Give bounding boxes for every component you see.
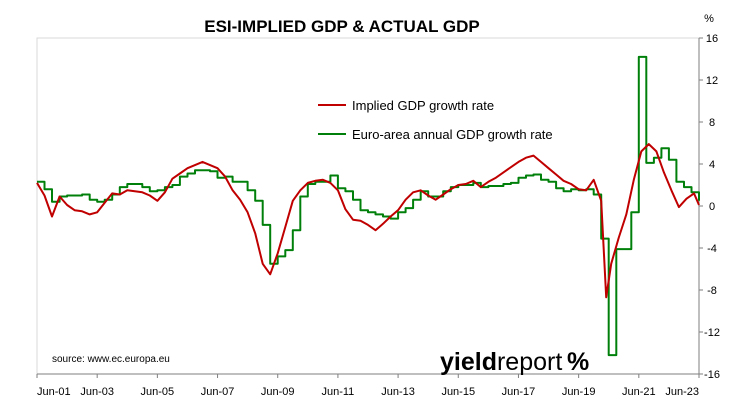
x-tick-label: Jun-11: [321, 386, 354, 398]
x-tick-label: Jun-05: [141, 386, 175, 398]
logo-percent-symbol: %: [567, 348, 589, 376]
x-tick-label: Jun-01: [37, 386, 71, 398]
y-tick-label: -16: [704, 369, 720, 381]
source-note: source: www.ec.europa.eu: [52, 354, 170, 365]
y-tick-label: -8: [707, 285, 717, 297]
x-axis-ticks: Jun-01 Jun-03 Jun-05 Jun-07 Jun-09 Jun-11 Jun-…: [36, 374, 700, 398]
y-tick-label: 4: [709, 159, 715, 171]
yieldreport-logo: yieldreport %: [440, 348, 589, 376]
svg-text:yieldreport: yieldreport: [440, 348, 562, 376]
legend-label-implied: Implied GDP growth rate: [352, 98, 494, 113]
logo-part-yield: yield: [440, 348, 497, 376]
y-tick-label: -12: [704, 327, 720, 339]
series-line-implied-gdp: [36, 143, 700, 299]
x-tick-label: Jun-15: [441, 386, 475, 398]
legend-label-actual: Euro-area annual GDP growth rate: [352, 127, 553, 142]
y-tick-label: -4: [707, 243, 717, 255]
legend: Implied GDP growth rate Euro-area annual…: [318, 98, 553, 142]
y-tick-label: 12: [706, 75, 718, 87]
x-tick-label: Jun-13: [381, 386, 415, 398]
series-line-euro-area-gdp: [37, 55, 700, 357]
y-axis-ticks: 16 12 8 4 0 -4 -8 -12 -16: [699, 33, 720, 381]
x-tick-label: Jun-19: [562, 386, 596, 398]
y-unit-label: %: [704, 13, 714, 25]
series-layer: [36, 55, 700, 357]
y-tick-label: 8: [709, 117, 715, 129]
x-tick-label: Jun-23: [665, 386, 699, 398]
logo-part-report: report: [497, 348, 562, 376]
x-tick-label: Jun-09: [261, 386, 295, 398]
x-tick-label: Jun-03: [80, 386, 114, 398]
x-tick-label: Jun-17: [502, 386, 536, 398]
y-tick-label: 0: [709, 201, 715, 213]
x-tick-label: Jun-07: [201, 386, 235, 398]
chart-title: ESI-IMPLIED GDP & ACTUAL GDP: [204, 17, 480, 36]
x-tick-label: Jun-21: [622, 386, 656, 398]
plot-area: [36, 37, 700, 375]
y-tick-label: 16: [706, 33, 718, 45]
